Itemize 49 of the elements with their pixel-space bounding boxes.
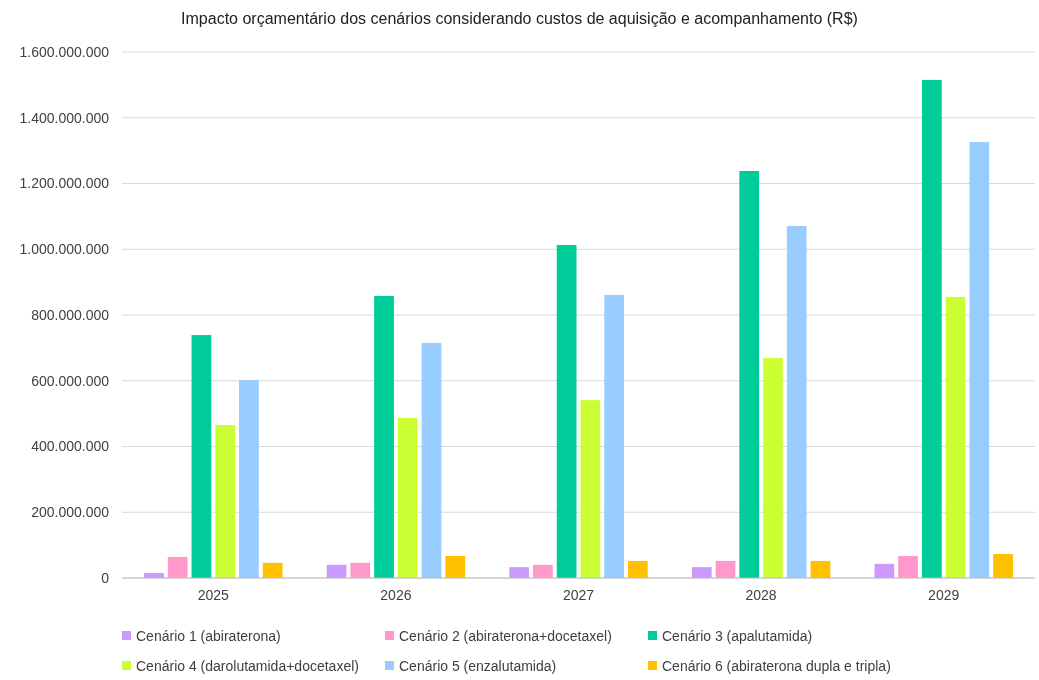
bar — [374, 295, 394, 578]
y-tick-label: 1.200.000.000 — [19, 175, 110, 192]
bar — [421, 342, 442, 578]
y-tick-label: 200.000.000 — [31, 504, 110, 521]
bar — [215, 425, 236, 578]
bar — [969, 142, 990, 578]
x-tick-label: 2025 — [197, 587, 230, 603]
legend-label: Cenário 2 (abiraterona+docetaxel) — [399, 627, 612, 644]
y-tick-label: 1.600.000.000 — [19, 43, 110, 60]
bar — [627, 560, 648, 578]
bar — [739, 171, 760, 578]
bar — [262, 562, 283, 578]
legend-label: Cenário 6 (abiraterona dupla e tripla) — [662, 657, 891, 674]
bar — [786, 225, 807, 578]
bar — [191, 335, 212, 578]
x-tick-label: 2028 — [745, 587, 777, 603]
legend-label: Cenário 5 (enzalutamida) — [399, 657, 557, 674]
y-tick-label: 800.000.000 — [31, 306, 110, 323]
x-tick-label: 2026 — [380, 587, 412, 603]
bar — [445, 555, 466, 578]
x-tick-label: 2027 — [562, 587, 595, 603]
legend-label: Cenário 4 (darolutamida+docetaxel) — [136, 657, 359, 674]
bar — [556, 244, 577, 578]
bar — [691, 567, 712, 578]
bar — [580, 400, 601, 578]
chart-title: Impacto orçamentário dos cenários considerando custos de aquisição e acompanhamento (R$) — [181, 10, 858, 27]
y-tick-label: 0 — [101, 569, 110, 586]
bar — [397, 417, 418, 578]
bar — [763, 358, 783, 578]
bar — [350, 562, 371, 578]
bar — [533, 564, 553, 578]
y-tick-label: 1.400.000.000 — [19, 109, 110, 126]
x-tick-label: 2029 — [928, 587, 960, 603]
bar — [167, 556, 188, 578]
bar — [898, 555, 918, 578]
bar — [509, 567, 530, 578]
y-tick-label: 600.000.000 — [31, 372, 110, 389]
bar — [921, 79, 942, 578]
bar — [239, 380, 259, 578]
bar — [874, 563, 895, 578]
legend-label: Cenário 1 (abiraterona) — [136, 627, 281, 644]
bar — [715, 560, 736, 578]
bar — [993, 554, 1013, 578]
bar — [945, 296, 966, 578]
y-tick-label: 400.000.000 — [31, 438, 110, 455]
legend-label: Cenário 3 (apalutamida) — [662, 627, 813, 644]
bar — [810, 560, 831, 578]
y-tick-label: 1.000.000.000 — [19, 241, 110, 258]
bar — [604, 294, 624, 578]
